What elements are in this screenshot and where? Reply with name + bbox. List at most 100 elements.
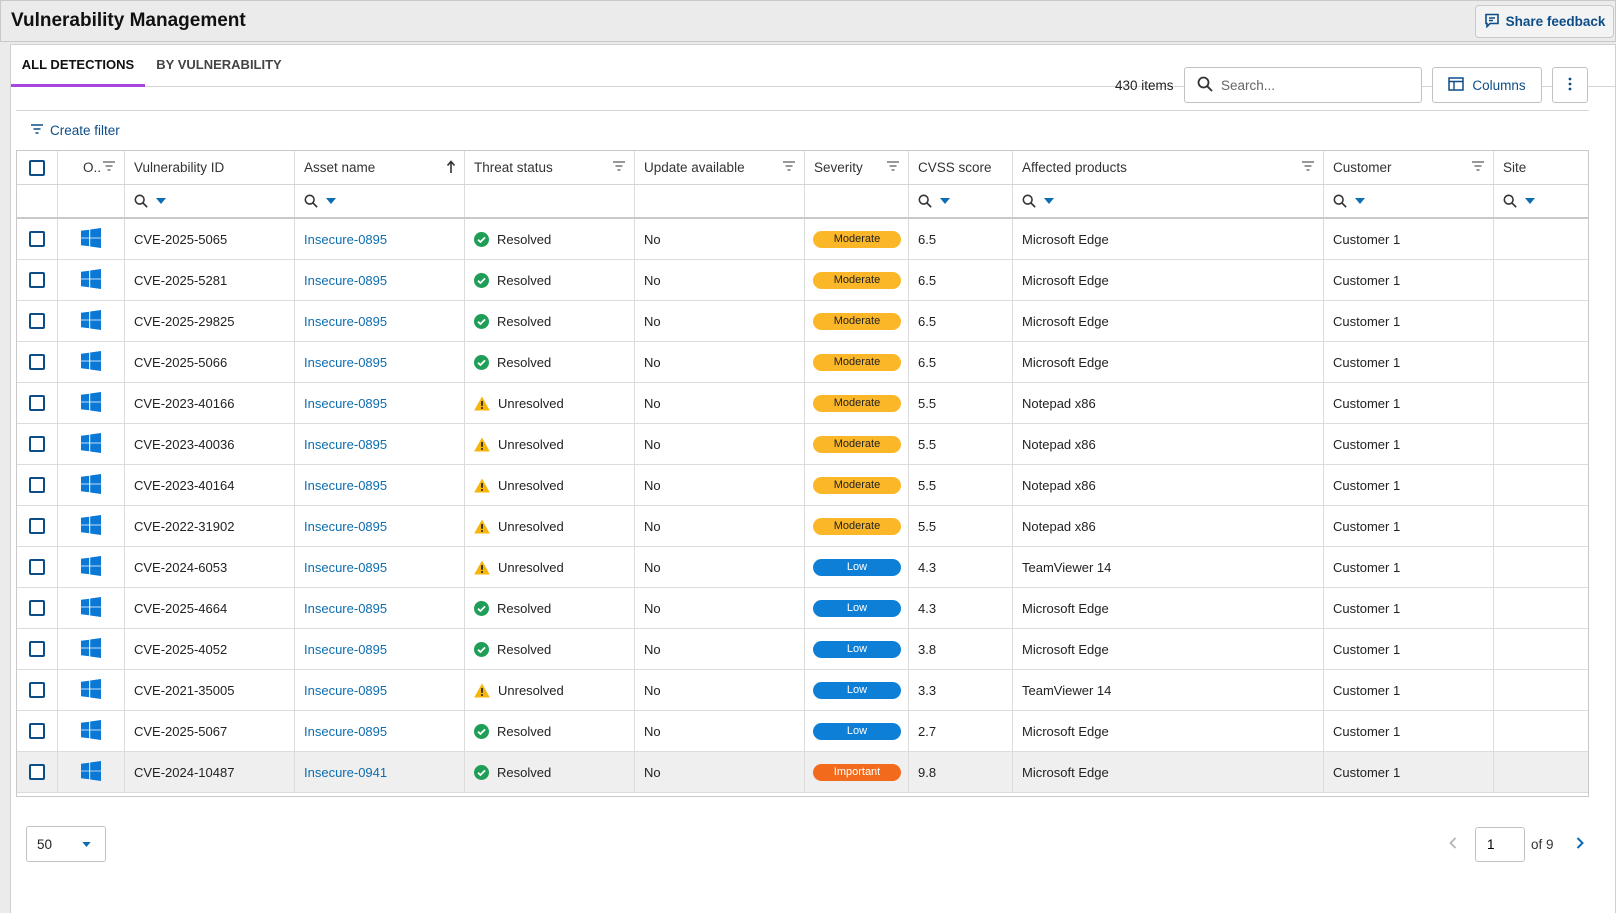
header-update-available[interactable]: Update available xyxy=(635,151,805,184)
update-available: No xyxy=(644,231,661,247)
page-size-select[interactable]: 50 xyxy=(26,826,106,862)
asset-name-link[interactable]: Insecure-0895 xyxy=(304,641,388,657)
row-checkbox[interactable] xyxy=(29,395,45,411)
table-cell: Insecure-0895 xyxy=(295,588,465,628)
row-checkbox[interactable] xyxy=(29,641,45,657)
share-feedback-button[interactable]: Share feedback xyxy=(1475,5,1614,38)
table-row[interactable]: CVE-2023-40166 Insecure-0895 Unresolved No M… xyxy=(17,383,1588,424)
table-cell: Customer 1 xyxy=(1324,506,1494,546)
column-filter-icon[interactable] xyxy=(886,160,900,175)
threat-status-label: Unresolved xyxy=(498,436,564,452)
check-circle-icon xyxy=(474,641,489,657)
row-checkbox[interactable] xyxy=(29,682,45,698)
header-site[interactable]: Site xyxy=(1494,151,1588,184)
table-row[interactable]: CVE-2024-10487 Insecure-0941 Resolved No Imp… xyxy=(17,752,1588,793)
table-row[interactable]: CVE-2021-35005 Insecure-0895 Unresolved No L… xyxy=(17,670,1588,711)
header-asset-name[interactable]: Asset name xyxy=(295,151,465,184)
asset-name-link[interactable]: Insecure-0895 xyxy=(304,559,388,575)
filter-cell xyxy=(635,185,805,217)
table-cell: Important xyxy=(805,752,909,792)
caret-down-icon[interactable] xyxy=(1525,198,1535,204)
asset-name-link[interactable]: Insecure-0895 xyxy=(304,272,388,288)
severity-badge: Low xyxy=(813,599,901,617)
table-row[interactable]: CVE-2024-6053 Insecure-0895 Unresolved No Lo… xyxy=(17,547,1588,588)
table-row[interactable]: CVE-2025-5066 Insecure-0895 Resolved No Mode… xyxy=(17,342,1588,383)
header-affected-products[interactable]: Affected products xyxy=(1013,151,1324,184)
filter-customer[interactable] xyxy=(1324,185,1494,217)
search-input[interactable] xyxy=(1221,77,1411,93)
table-row[interactable]: CVE-2023-40036 Insecure-0895 Unresolved No M… xyxy=(17,424,1588,465)
next-page-icon[interactable] xyxy=(1570,833,1590,853)
filter-affected-products[interactable] xyxy=(1013,185,1324,217)
asset-name-link[interactable]: Insecure-0895 xyxy=(304,600,388,616)
asset-name-link[interactable]: Insecure-0895 xyxy=(304,231,388,247)
table-cell xyxy=(1494,547,1588,587)
column-filter-icon[interactable] xyxy=(1301,160,1315,175)
sort-ascending-icon[interactable] xyxy=(446,160,456,177)
row-checkbox[interactable] xyxy=(29,436,45,452)
asset-name-link[interactable]: Insecure-0895 xyxy=(304,395,388,411)
table-cell: No xyxy=(635,588,805,628)
table-row[interactable]: CVE-2023-40164 Insecure-0895 Unresolved No M… xyxy=(17,465,1588,506)
page-number-input[interactable] xyxy=(1475,827,1525,862)
asset-name-link[interactable]: Insecure-0895 xyxy=(304,313,388,329)
table-row[interactable]: CVE-2025-4052 Insecure-0895 Resolved No Low 3… xyxy=(17,629,1588,670)
tab-all-detections[interactable]: ALL DETECTIONS xyxy=(11,45,145,87)
row-checkbox[interactable] xyxy=(29,231,45,247)
asset-name-link[interactable]: Insecure-0895 xyxy=(304,477,388,493)
caret-down-icon[interactable] xyxy=(1044,198,1054,204)
row-checkbox[interactable] xyxy=(29,313,45,329)
row-checkbox[interactable] xyxy=(29,723,45,739)
select-all-checkbox[interactable] xyxy=(29,159,45,176)
asset-name-link[interactable]: Insecure-0895 xyxy=(304,436,388,452)
filter-asset-name[interactable] xyxy=(295,185,465,217)
asset-name-link[interactable]: Insecure-0895 xyxy=(304,682,388,698)
table-cell: Customer 1 xyxy=(1324,629,1494,669)
column-filter-icon[interactable] xyxy=(782,160,796,175)
more-options-button[interactable] xyxy=(1552,67,1588,103)
header-severity[interactable]: Severity xyxy=(805,151,909,184)
asset-name-link[interactable]: Insecure-0941 xyxy=(304,764,388,780)
header-threat-status[interactable]: Threat status xyxy=(465,151,635,184)
column-filter-icon[interactable] xyxy=(102,160,116,175)
create-filter-button[interactable]: Create filter xyxy=(30,120,120,140)
table-cell: Customer 1 xyxy=(1324,711,1494,751)
tab-by-vulnerability[interactable]: BY VULNERABILITY xyxy=(156,57,282,72)
filter-cvss-score[interactable] xyxy=(909,185,1013,217)
header-vulnerability-id[interactable]: Vulnerability ID xyxy=(125,151,295,184)
row-checkbox[interactable] xyxy=(29,477,45,493)
table-row[interactable]: CVE-2022-31902 Insecure-0895 Unresolved No M… xyxy=(17,506,1588,547)
table-row[interactable]: CVE-2025-29825 Insecure-0895 Resolved No Mod… xyxy=(17,301,1588,342)
columns-button[interactable]: Columns xyxy=(1432,67,1542,103)
column-filter-icon[interactable] xyxy=(1471,160,1485,175)
header-cvss-score[interactable]: CVSS score xyxy=(909,151,1013,184)
row-checkbox[interactable] xyxy=(29,354,45,370)
filter-vulnerability-id[interactable] xyxy=(125,185,295,217)
previous-page-icon[interactable] xyxy=(1443,833,1463,853)
header-customer[interactable]: Customer xyxy=(1324,151,1494,184)
table-cell: Moderate xyxy=(805,260,909,300)
caret-down-icon[interactable] xyxy=(940,198,950,204)
table-row[interactable]: CVE-2025-5065 Insecure-0895 Resolved No Mode… xyxy=(17,219,1588,260)
search-box[interactable] xyxy=(1184,67,1422,103)
row-checkbox[interactable] xyxy=(29,518,45,534)
asset-name-link[interactable]: Insecure-0895 xyxy=(304,723,388,739)
table-cell: Low xyxy=(805,629,909,669)
asset-name-link[interactable]: Insecure-0895 xyxy=(304,354,388,370)
caret-down-icon[interactable] xyxy=(326,198,336,204)
table-row[interactable]: CVE-2025-4664 Insecure-0895 Resolved No Low 4… xyxy=(17,588,1588,629)
column-filter-icon[interactable] xyxy=(612,160,626,175)
filter-site[interactable] xyxy=(1494,185,1588,217)
caret-down-icon[interactable] xyxy=(1355,198,1365,204)
table-row[interactable]: CVE-2025-5067 Insecure-0895 Resolved No Low 2… xyxy=(17,711,1588,752)
row-checkbox[interactable] xyxy=(29,272,45,288)
header-os[interactable]: O.. xyxy=(58,151,125,184)
row-checkbox[interactable] xyxy=(29,600,45,616)
table-cell: Resolved xyxy=(465,301,635,341)
row-checkbox[interactable] xyxy=(29,559,45,575)
asset-name-link[interactable]: Insecure-0895 xyxy=(304,518,388,534)
caret-down-icon[interactable] xyxy=(156,198,166,204)
table-cell: CVE-2023-40166 xyxy=(125,383,295,423)
row-checkbox[interactable] xyxy=(29,764,45,780)
table-row[interactable]: CVE-2025-5281 Insecure-0895 Resolved No Mode… xyxy=(17,260,1588,301)
